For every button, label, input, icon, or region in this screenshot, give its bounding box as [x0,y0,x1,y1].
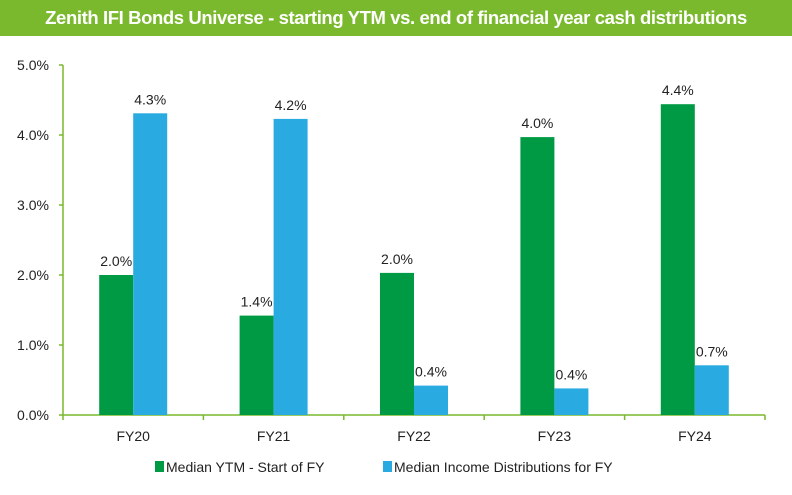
data-label: 2.0% [381,251,413,267]
y-tick-label: 1.0% [17,337,49,353]
y-tick-label: 0.0% [17,407,49,423]
bar-distributions [273,118,308,416]
y-tick-label: 3.0% [17,197,49,213]
data-label: 0.7% [696,343,728,359]
bar-distributions [694,365,729,415]
y-tick-label: 4.0% [17,127,49,143]
x-tick-label: FY22 [397,428,431,444]
legend-swatch [383,461,392,472]
bar-distributions [414,385,448,415]
data-label: 1.4% [241,294,273,310]
bar-ytm [660,104,695,415]
data-label: 4.4% [662,82,694,98]
data-label: 0.4% [415,364,447,380]
data-label: 4.3% [134,91,166,107]
x-tick-label: FY23 [538,428,572,444]
y-tick-label: 5.0% [17,57,49,73]
x-tick-label: FY21 [257,428,291,444]
x-tick-label: FY24 [678,428,712,444]
chart-title: Zenith IFI Bonds Universe - starting YTM… [0,0,792,36]
legend-swatch [155,461,164,472]
bar-ytm [99,275,134,415]
data-label: 4.2% [275,97,307,113]
legend-label: Median YTM - Start of FY [166,459,325,475]
data-label: 4.0% [521,115,553,131]
bar-ytm [520,137,555,415]
data-label: 0.4% [555,366,587,382]
bar-distributions [554,388,589,415]
bar-distributions [133,113,168,416]
x-tick-label: FY20 [116,428,150,444]
y-tick-label: 2.0% [17,267,49,283]
legend-label: Median Income Distributions for FY [394,459,613,475]
bar-ytm [380,272,414,415]
bar-ytm [239,315,274,415]
data-label: 2.0% [100,253,132,269]
